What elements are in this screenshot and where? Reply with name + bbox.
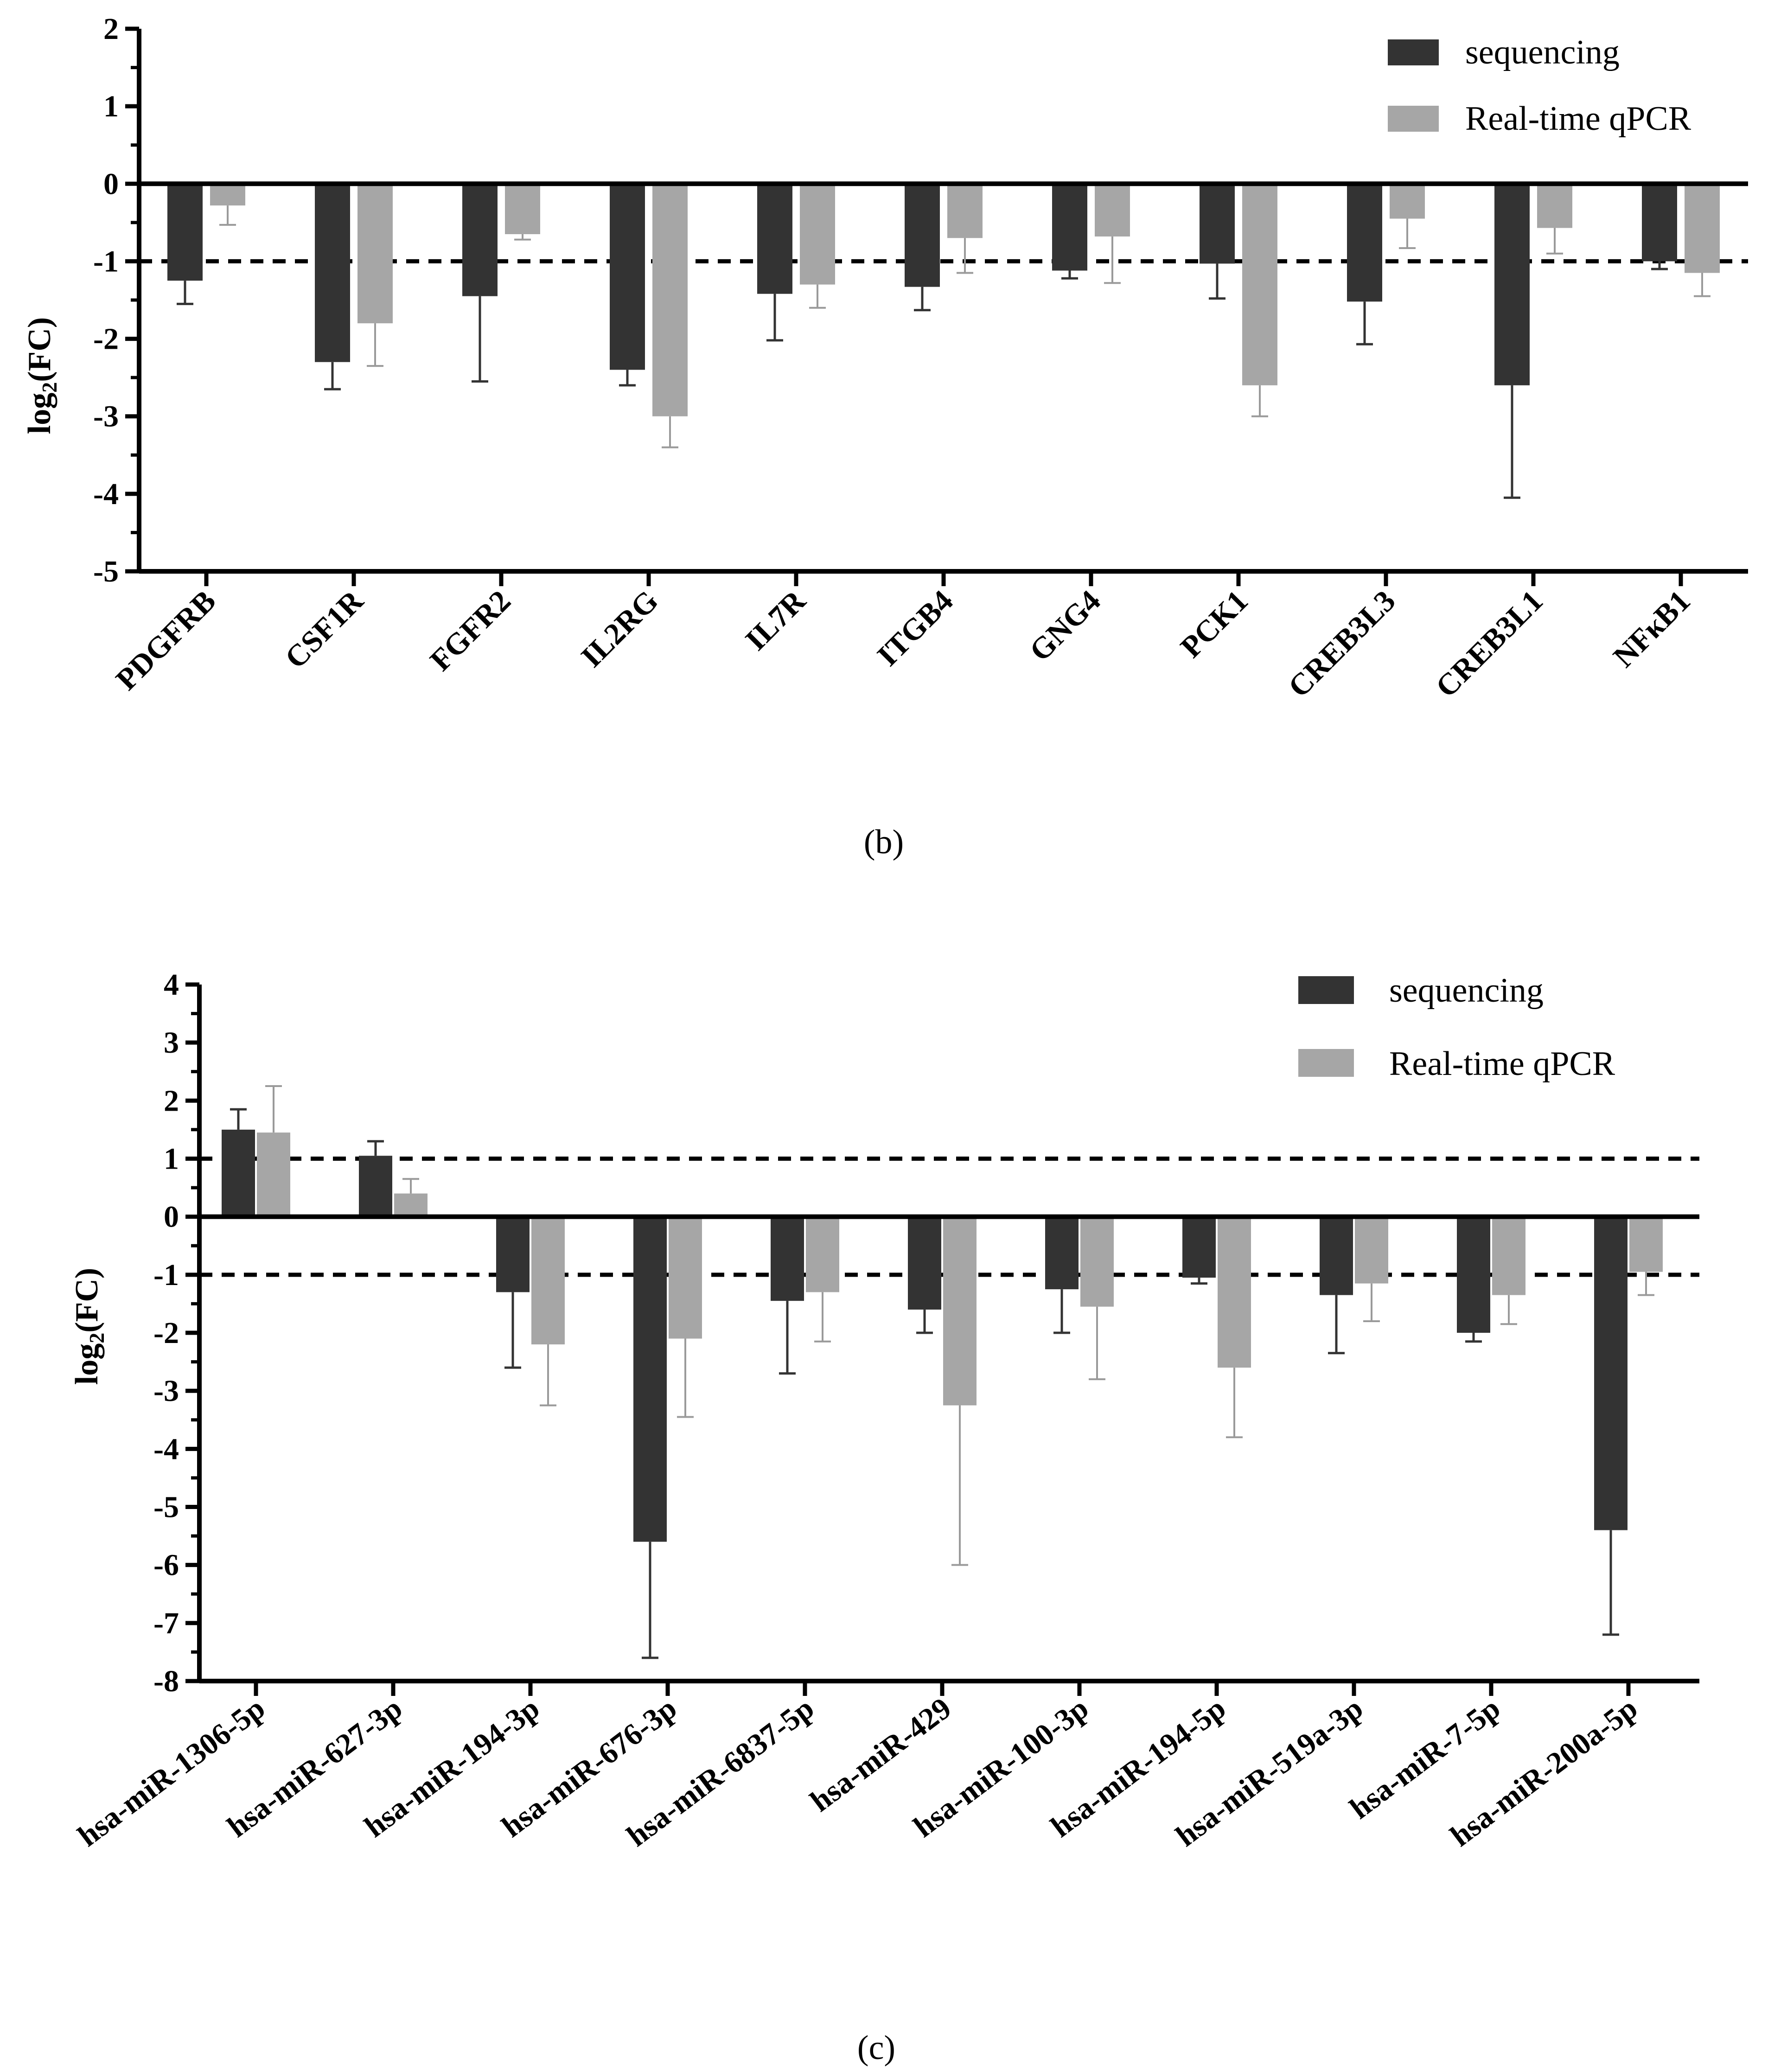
bars	[167, 184, 1720, 499]
y-tick-label: -1	[153, 1258, 179, 1292]
y-tick-label: 2	[103, 12, 119, 46]
axes	[125, 26, 1748, 586]
bar-qpcr	[357, 184, 393, 324]
bar-sequencing	[1045, 1216, 1079, 1290]
bar-sequencing	[462, 184, 498, 296]
bar-sequencing	[1457, 1216, 1490, 1333]
bar-qpcr	[531, 1216, 565, 1345]
legend-label-qpcr: Real-time qPCR	[1389, 1045, 1615, 1083]
bar-qpcr	[669, 1216, 702, 1339]
bar-qpcr	[1355, 1216, 1388, 1284]
bar-qpcr	[1080, 1216, 1114, 1307]
bar-qpcr	[1629, 1216, 1663, 1272]
y-tick-label: -2	[93, 322, 119, 356]
threshold-lines	[199, 1157, 1699, 1277]
y-tick-label: -6	[153, 1548, 179, 1582]
bar-qpcr	[943, 1216, 977, 1406]
bar-sequencing	[1347, 184, 1382, 302]
axes	[185, 982, 1699, 1696]
bar-sequencing	[315, 184, 350, 362]
panel-caption-c: (c)	[857, 2029, 895, 2067]
panel-caption-b: (b)	[864, 823, 904, 861]
y-tick-label: -4	[93, 477, 119, 511]
bar-sequencing	[633, 1216, 667, 1542]
y-tick-labels: 2 1 0 -1 -2 -3 -4 -5	[93, 12, 119, 588]
legend-swatch-sequencing	[1298, 976, 1354, 1004]
y-tick-label: 0	[103, 167, 119, 201]
bar-qpcr	[210, 184, 245, 206]
bar-sequencing	[359, 1156, 392, 1217]
y-axis-label: log2(FC)	[69, 1268, 109, 1385]
y-tick-labels: 4 3 2 1 0 -1 -2 -3 -4 -5 -6 -7 -8	[153, 968, 179, 1698]
bar-qpcr	[505, 184, 540, 234]
bar-sequencing	[1494, 184, 1530, 385]
bar-sequencing	[1594, 1216, 1628, 1530]
bar-qpcr	[1218, 1216, 1251, 1368]
bar-qpcr	[1390, 184, 1425, 219]
bar-sequencing	[167, 184, 203, 281]
bar-sequencing	[905, 184, 940, 287]
bar-qpcr	[1242, 184, 1277, 385]
bars	[222, 1085, 1663, 1659]
y-tick-label: -3	[153, 1374, 179, 1408]
y-tick-label: 0	[164, 1200, 179, 1234]
legend-label-qpcr: Real-time qPCR	[1465, 100, 1691, 138]
legend-swatch-qpcr	[1298, 1049, 1354, 1077]
bar-qpcr	[947, 184, 983, 238]
y-tick-label: 1	[164, 1142, 179, 1176]
y-axis-label: log2(FC)	[22, 317, 61, 434]
legend: sequencing Real-time qPCR	[1298, 972, 1615, 1083]
bar-sequencing	[610, 184, 645, 370]
bar-qpcr	[1492, 1216, 1525, 1295]
bar-sequencing	[757, 184, 792, 294]
bar-qpcr	[257, 1132, 290, 1217]
y-tick-label: -1	[93, 244, 119, 278]
bar-qpcr	[394, 1193, 428, 1217]
legend-swatch-qpcr	[1388, 106, 1439, 132]
bar-qpcr	[800, 184, 835, 285]
y-tick-label: -2	[153, 1316, 179, 1350]
legend-label-sequencing: sequencing	[1389, 972, 1544, 1010]
bar-qpcr	[652, 184, 688, 416]
bar-sequencing	[1200, 184, 1235, 264]
y-tick-label: 2	[164, 1084, 179, 1118]
bar-qpcr	[1685, 184, 1720, 273]
legend: sequencing Real-time qPCR	[1388, 33, 1691, 138]
bar-qpcr	[1537, 184, 1572, 228]
bar-sequencing	[771, 1216, 804, 1301]
bar-sequencing	[1642, 184, 1677, 262]
legend-label-sequencing: sequencing	[1465, 33, 1620, 71]
bar-sequencing	[1182, 1216, 1216, 1278]
bar-sequencing	[222, 1129, 255, 1217]
y-tick-label: -5	[153, 1490, 179, 1524]
bar-qpcr	[806, 1216, 839, 1292]
y-tick-label: -4	[153, 1432, 179, 1466]
bar-sequencing	[496, 1216, 530, 1292]
y-tick-label: 3	[164, 1026, 179, 1060]
bar-sequencing	[908, 1216, 941, 1310]
bar-sequencing	[1052, 184, 1087, 271]
y-tick-label: -3	[93, 400, 119, 434]
y-tick-label: -5	[93, 555, 119, 588]
legend-swatch-sequencing	[1388, 39, 1439, 65]
y-tick-label: -8	[153, 1664, 179, 1698]
y-tick-label: 4	[164, 968, 179, 1002]
y-tick-label: -7	[153, 1606, 179, 1640]
bar-qpcr	[1095, 184, 1130, 237]
bar-sequencing	[1320, 1216, 1353, 1295]
y-tick-label: 1	[103, 90, 119, 123]
